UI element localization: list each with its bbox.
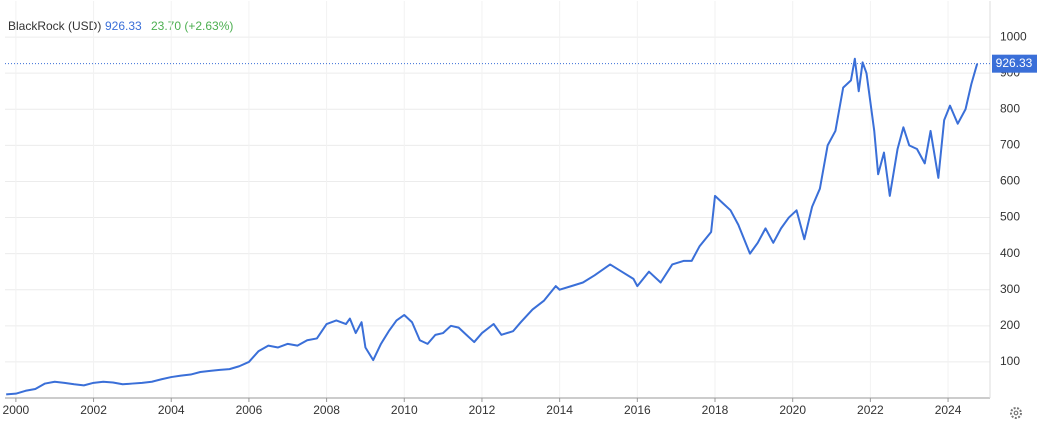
last-price: 926.33 <box>105 19 142 33</box>
x-tick-label: 2010 <box>391 403 418 417</box>
x-tick-label: 2016 <box>624 403 651 417</box>
y-tick-label: 400 <box>1000 246 1020 260</box>
x-tick-label: 2018 <box>702 403 729 417</box>
x-tick-label: 2004 <box>158 403 185 417</box>
settings-hub[interactable] <box>1013 410 1019 416</box>
x-tick-label: 2002 <box>80 403 107 417</box>
x-tick-label: 2022 <box>857 403 884 417</box>
x-tick-label: 2012 <box>469 403 496 417</box>
settings-gear[interactable] <box>1010 407 1022 419</box>
y-tick-label: 500 <box>1000 210 1020 224</box>
x-tick-label: 2024 <box>935 403 962 417</box>
x-tick-label: 2020 <box>779 403 806 417</box>
y-tick-label: 600 <box>1000 174 1020 188</box>
x-tick-label: 2000 <box>3 403 30 417</box>
y-tick-label: 800 <box>1000 101 1020 115</box>
settings-icon[interactable] <box>1010 407 1022 419</box>
chart-title: BlackRock (USD) <box>8 19 101 33</box>
y-tick-label: 700 <box>1000 138 1020 152</box>
last-price-label: 926.33 <box>996 56 1033 70</box>
x-tick-label: 2014 <box>546 403 573 417</box>
x-tick-label: 2006 <box>236 403 263 417</box>
price-change: 23.70 (+2.63%) <box>151 19 233 33</box>
y-tick-label: 200 <box>1000 318 1020 332</box>
last-price-badge <box>992 54 1037 73</box>
x-tick-label: 2008 <box>313 403 340 417</box>
y-tick-label: 300 <box>1000 282 1020 296</box>
y-tick-label: 1000 <box>1000 29 1027 43</box>
y-tick-label: 100 <box>1000 354 1020 368</box>
price-line <box>6 57 979 396</box>
